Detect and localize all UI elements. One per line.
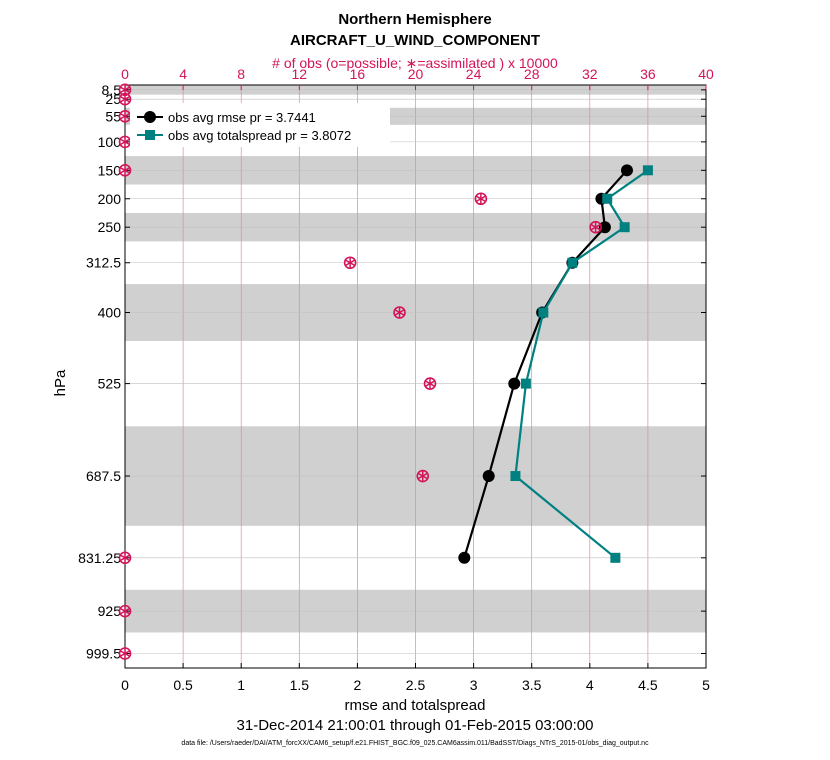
obs-assimilated-marker [394,307,405,319]
totalspread-point [538,307,549,318]
obs-assimilated-marker [475,193,487,205]
top-tick-label: 16 [350,66,366,82]
x-tick-label: 1.5 [290,677,310,693]
totalspread-point [510,471,521,482]
top-tick-label: 32 [582,66,598,82]
totalspread-point [602,193,613,204]
data-file-path: data file: /Users/raeder/DAI/ATM_forcXX/… [181,740,649,747]
y-tick-label: 687.5 [86,468,121,484]
x-tick-label: 4 [586,677,594,693]
top-tick-label: 0 [121,66,129,82]
asterisk-stroke [394,309,405,316]
y-axis-label: hPa [52,369,69,396]
y-tick-label: 8.5 [102,82,122,98]
rmse-point [598,221,611,234]
asterisk-stroke [424,380,436,388]
obs-assimilated-marker [119,552,131,564]
asterisk-stroke [119,138,131,146]
x-tick-label: 0 [121,677,129,693]
top-axis-label: # of obs (o=possible; ∗=assimilated ) x … [272,55,558,71]
obs-assimilated-marker [119,605,131,617]
x-tick-label: 3 [470,677,478,693]
top-tick-label: 36 [640,66,656,82]
y-tick-label: 999.5 [86,645,121,661]
legend-marker-totalspread [145,130,155,140]
asterisk-stroke [119,650,131,657]
asterisk-stroke [344,259,356,267]
obs-count-markers [118,83,602,660]
totalspread-point [520,378,531,389]
asterisk-stroke [119,95,131,103]
legend-marker-rmse [144,111,156,123]
top-tick-label: 28 [524,66,540,82]
rmse-point [620,164,633,177]
legend-label-totalspread: obs avg totalspread pr = 3.8072 [168,128,351,143]
y-tick-label: 250 [98,219,122,235]
obs-assimilated-marker [119,93,131,105]
y-tick-label: 25 [105,91,121,107]
asterisk-stroke [119,86,131,94]
top-tick-label: 12 [292,66,308,82]
y-tick-label: 150 [98,162,122,178]
obs-assimilated-marker [119,164,131,176]
date-range: 31-Dec-2014 21:00:01 through 01-Feb-2015… [237,717,594,734]
asterisk-stroke [119,166,131,174]
x-tick-label: 1 [237,677,245,693]
top-axis-ticks: 0 4 8 12 16 20 24 28 32 36 40 [121,66,714,90]
top-tick-label: 40 [698,66,714,82]
asterisk-stroke [590,223,601,231]
series-group [458,164,653,564]
chart-subtitle: AIRCRAFT_U_WIND_COMPONENT [290,32,540,49]
x-tick-label: 4.5 [638,677,658,693]
x-tick-label: 0.5 [173,677,193,693]
top-tick-label: 20 [408,66,424,82]
x-axis-label: rmse and totalspread [345,697,486,714]
rmse-point [508,377,521,390]
legend: obs avg rmse pr = 3.7441 obs avg totalsp… [130,103,390,147]
totalspread-point [619,222,630,233]
obs-assimilated-marker [344,257,356,269]
top-tick-label: 24 [466,66,482,82]
top-tick-label: 8 [237,66,245,82]
x-tick-label: 3.5 [522,677,542,693]
legend-box [130,103,390,147]
obs-assimilated-marker [119,647,131,659]
top-tick-label: 4 [179,66,187,82]
x-tick-label: 5 [702,677,710,693]
y-tick-label: 312.5 [86,255,121,271]
y-tick-label: 525 [98,376,122,392]
totalspread-point [610,552,621,563]
bottom-axis-ticks: 0 0.5 1 1.5 2 2.5 3 3.5 4 4.5 5 [121,663,710,693]
y-tick-label: 925 [98,603,122,619]
rmse-point [482,470,495,483]
x-tick-label: 2.5 [406,677,426,693]
asterisk-stroke [475,195,487,203]
obs-count-gridlines [182,85,649,668]
totalspread-point [642,165,653,176]
chart-title: Northern Hemisphere [338,11,491,28]
y-tick-label: 831.25 [78,550,121,566]
obs-assimilated-marker [119,136,131,148]
obs-assimilated-marker [424,378,436,390]
asterisk-stroke [417,472,428,480]
asterisk-stroke [119,607,131,615]
obs-assimilated-marker [119,110,131,122]
obs-assimilated-marker [590,221,601,233]
y-tick-label: 200 [98,191,122,207]
legend-label-rmse: obs avg rmse pr = 3.7441 [168,110,316,125]
y-tick-label: 400 [98,305,122,321]
rmse-point [458,551,471,564]
asterisk-stroke [119,112,131,120]
y-tick-label: 55 [105,108,121,124]
x-tick-label: 2 [354,677,362,693]
totalspread-point [567,257,578,268]
asterisk-stroke [119,554,131,562]
obs-assimilated-marker [417,470,428,482]
y-tick-label: 100 [98,134,122,150]
